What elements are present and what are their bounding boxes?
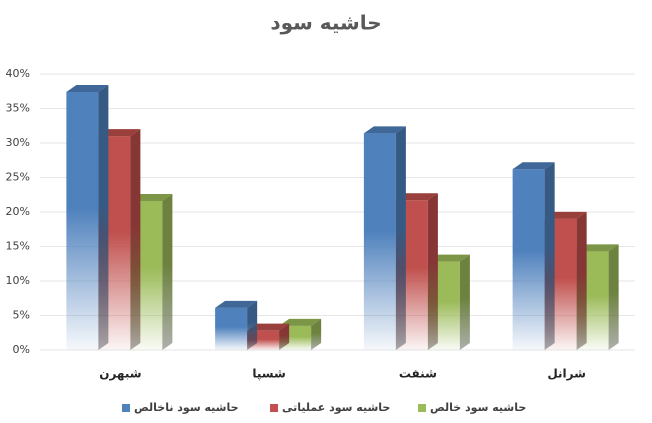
- bar-top-shade: [279, 318, 322, 326]
- bar-side-shade: [162, 193, 173, 350]
- legend-swatch: [270, 404, 278, 412]
- bar-side: [130, 129, 141, 350]
- legend-label: حاشیه سود عملیاتی: [282, 401, 390, 414]
- bar-top: [130, 193, 173, 201]
- legend-swatch: [418, 404, 426, 412]
- y-tick-label: 40%: [6, 67, 30, 80]
- bar-side-shade: [247, 300, 258, 350]
- legend-label: حاشیه سود خالص: [430, 401, 526, 414]
- bar-top: [512, 162, 555, 170]
- bar-top: [215, 300, 258, 308]
- bar-side-shade: [459, 254, 470, 350]
- y-tick-label: 30%: [6, 136, 30, 149]
- bar-top-shade: [512, 162, 555, 170]
- bar-top-shade: [544, 211, 587, 219]
- bar-side-shade: [576, 211, 587, 350]
- y-tick-label: 10%: [6, 274, 30, 287]
- bar-top-shade: [576, 244, 619, 252]
- x-tick-label: شسپا: [252, 367, 285, 381]
- bar-top-shade: [247, 323, 290, 331]
- bar: [215, 307, 248, 350]
- bar-side: [311, 318, 322, 350]
- bar-side-shade: [279, 323, 290, 350]
- bar-side: [544, 162, 555, 350]
- bar-side-shade: [544, 162, 555, 350]
- bar-top-shade: [130, 193, 173, 201]
- bar-top: [576, 244, 619, 252]
- bar: [363, 133, 396, 350]
- bar: [66, 91, 99, 350]
- legend-swatch: [122, 404, 130, 412]
- bar-side-shade: [130, 129, 141, 350]
- y-tick-label: 5%: [13, 309, 30, 322]
- bar-top-shade: [215, 300, 258, 308]
- legend-label: حاشیه سود ناخالص: [134, 401, 239, 414]
- bar-top: [544, 211, 587, 219]
- bar-top: [395, 193, 438, 201]
- x-tick-label: شرانل: [547, 367, 586, 381]
- bar-top: [279, 318, 322, 326]
- bar-side: [608, 244, 619, 350]
- bar-side-shade: [608, 244, 619, 350]
- bar-top: [427, 254, 470, 262]
- bar-side-shade: [98, 84, 109, 350]
- y-tick-label: 25%: [6, 171, 30, 184]
- chart-title: حاشیه سود: [270, 11, 381, 35]
- x-tick-label: شبهرن: [99, 367, 141, 381]
- bar-top-shade: [66, 84, 109, 92]
- y-tick-label: 35%: [6, 102, 30, 115]
- bar-side: [98, 84, 109, 350]
- bar-side: [427, 193, 438, 350]
- bar-side: [247, 300, 258, 350]
- y-tick-label: 0%: [13, 343, 30, 356]
- x-tick-label: شنفت: [399, 367, 437, 381]
- bar-side: [395, 126, 406, 350]
- bar-side: [576, 211, 587, 350]
- bar-top: [363, 126, 406, 134]
- bar-side-shade: [395, 126, 406, 350]
- bar-top: [247, 323, 290, 331]
- y-tick-label: 20%: [6, 205, 30, 218]
- bar-side-shade: [427, 193, 438, 350]
- bar-top: [66, 84, 109, 92]
- bar-top-shade: [395, 193, 438, 201]
- bar-side: [459, 254, 470, 350]
- bar-side: [279, 323, 290, 350]
- bar-top-shade: [427, 254, 470, 262]
- bar-top: [98, 129, 141, 137]
- bar-side: [162, 193, 173, 350]
- y-tick-label: 15%: [6, 240, 30, 253]
- bar-top-shade: [98, 129, 141, 137]
- bar-top-shade: [363, 126, 406, 134]
- bar: [512, 169, 545, 350]
- bar-side-shade: [311, 318, 322, 350]
